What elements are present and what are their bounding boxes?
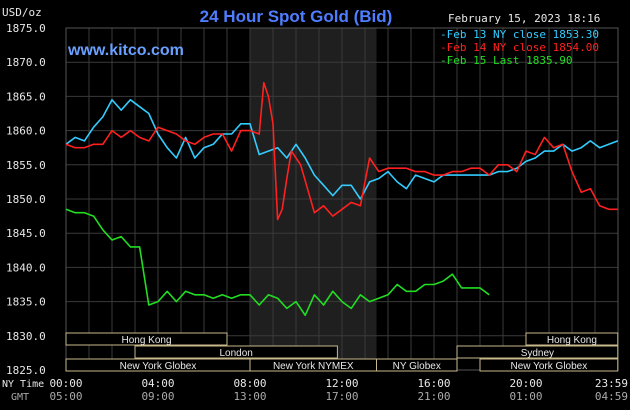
market-band-label: New York Globex — [511, 361, 588, 372]
y-tick-label: 1825.0 — [6, 364, 46, 377]
y-tick-label: 1875.0 — [6, 22, 46, 35]
x-tick-label-ny: 12:00 — [325, 377, 358, 390]
y-tick-label: 1835.0 — [6, 296, 46, 309]
axes: 1875.0 1870.0 1865.0 1860.0 1855.0 1850.0 1845… — [6, 22, 628, 403]
series-line-1 — [65, 81, 618, 221]
watermark-url: www.kitco.com — [67, 42, 184, 59]
market-band-box — [479, 358, 619, 372]
x-tick-label-gmt: 04:59 — [595, 390, 628, 403]
y-tick-label: 1830.0 — [6, 330, 46, 343]
x-tick-label-gmt: 01:00 — [509, 390, 542, 403]
x-tick-label-gmt: 17:00 — [325, 390, 358, 403]
legend-entry-feb15: -Feb 15 Last 1835.90 — [440, 54, 572, 67]
market-band-box — [65, 332, 228, 346]
x-tick-label-ny: 08:00 — [233, 377, 266, 390]
x-tick-label-gmt: 09:00 — [141, 390, 174, 403]
x-tick-label-ny: 20:00 — [509, 377, 542, 390]
y-tick-label: 1855.0 — [6, 159, 46, 172]
market-band-label: London — [220, 348, 253, 359]
series-line-0 — [65, 99, 619, 200]
y-tick-label: 1860.0 — [6, 125, 46, 138]
x-tick-label-ny: 00:00 — [49, 377, 82, 390]
market-band-label: Sydney — [521, 348, 554, 359]
legend-entry-feb14: -Feb 14 NY close 1854.00 — [440, 41, 599, 54]
x-tick-label-ny: 23:59 — [595, 377, 628, 390]
x-axis-row-label-ny: NY Time — [2, 379, 44, 390]
x-tick-label-gmt: 13:00 — [233, 390, 266, 403]
market-band-label: New York NYMEX — [273, 361, 354, 372]
series-lines — [65, 81, 619, 317]
x-tick-label-ny: 16:00 — [417, 377, 450, 390]
market-session-bands: Hong Kong Hong Kong London Sydney New York G… — [65, 332, 619, 372]
market-band-box — [456, 345, 619, 359]
market-band-label: New York Globex — [120, 361, 197, 372]
x-tick-label-ny: 04:00 — [141, 377, 174, 390]
legend: -Feb 13 NY close 1853.30 -Feb 14 NY clos… — [440, 28, 599, 67]
y-tick-label: 1850.0 — [6, 193, 46, 206]
x-tick-label-gmt: 05:00 — [49, 390, 82, 403]
y-tick-label: 1865.0 — [6, 90, 46, 103]
timestamp: February 15, 2023 18:16 — [448, 12, 600, 25]
y-tick-label: 1870.0 — [6, 56, 46, 69]
y-tick-label: 1845.0 — [6, 227, 46, 240]
y-tick-label: 1840.0 — [6, 261, 46, 274]
grid — [65, 27, 619, 371]
x-axis-row-label-gmt: GMT — [11, 392, 29, 403]
market-band-label: Hong Kong — [547, 335, 597, 346]
y-axis-unit-label: USD/oz — [2, 6, 42, 19]
market-band-box — [134, 345, 338, 359]
market-band-label: Hong Kong — [121, 335, 171, 346]
market-band-label: NY Globex — [393, 361, 441, 372]
x-tick-label-gmt: 21:00 — [417, 390, 450, 403]
market-band-box — [376, 358, 458, 372]
series-line-2 — [65, 208, 490, 317]
market-band-box — [525, 332, 619, 346]
chart-title: 24 Hour Spot Gold (Bid) — [200, 7, 393, 26]
legend-entry-feb13: -Feb 13 NY close 1853.30 — [440, 28, 599, 41]
